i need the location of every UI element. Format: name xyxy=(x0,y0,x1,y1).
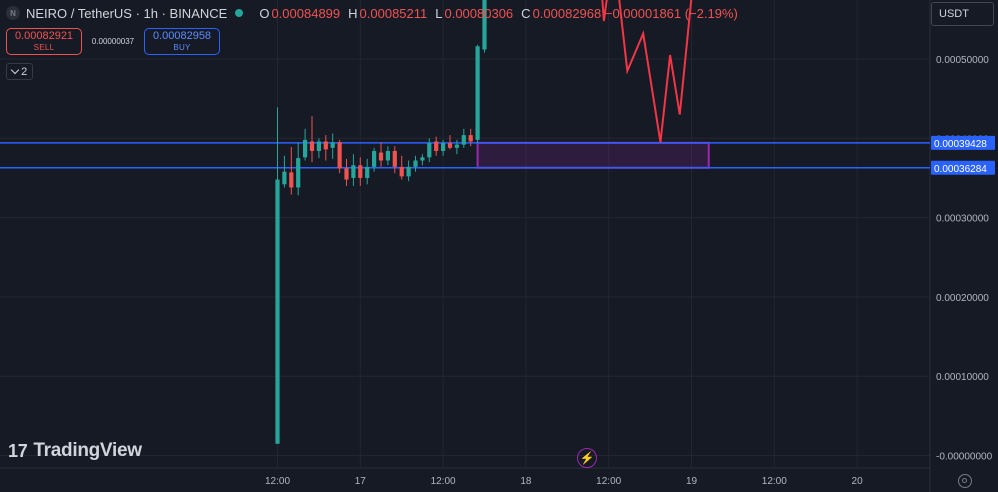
candle-body[interactable] xyxy=(385,150,390,161)
candle-body[interactable] xyxy=(468,135,473,142)
candle-body[interactable] xyxy=(447,143,453,148)
candle-body[interactable] xyxy=(482,0,487,50)
indicators-toggle-button[interactable]: 2 xyxy=(6,63,33,80)
buy-button[interactable]: 0.00082958 BUY xyxy=(144,28,220,55)
candle-body[interactable] xyxy=(461,135,466,145)
ohlc-open-value: 0.00084899 xyxy=(271,5,341,21)
level-price-tag: 0.00039428 xyxy=(934,139,987,150)
buy-label: BUY xyxy=(173,42,191,52)
candle-body[interactable] xyxy=(434,141,439,151)
x-tick-label: 19 xyxy=(686,476,698,487)
candle-body[interactable] xyxy=(441,143,446,151)
buy-price: 0.00082958 xyxy=(152,29,212,42)
candle-body[interactable] xyxy=(296,158,301,188)
level-price-tag-bg xyxy=(931,160,995,175)
symbol-logo-icon: N xyxy=(6,6,20,20)
candle-body[interactable] xyxy=(399,166,404,177)
flash-icon[interactable]: ⚡ xyxy=(577,448,597,468)
ohlc-high-key: H xyxy=(348,5,358,21)
candle-body[interactable] xyxy=(392,150,397,167)
candle-body[interactable] xyxy=(454,144,459,148)
tradingview-mark-icon: 17 xyxy=(8,440,28,461)
candle-body[interactable] xyxy=(330,142,335,148)
symbol-header: N NEIRO / TetherUS · 1h · BINANCE O 0.000… xyxy=(6,4,746,22)
projection-path-2[interactable] xyxy=(588,0,733,143)
ohlc-low-value: 0.00080306 xyxy=(444,5,514,21)
y-tick-label: -0.00000000 xyxy=(936,452,993,463)
sell-button[interactable]: 0.00082921 SELL xyxy=(6,28,82,55)
candle-body[interactable] xyxy=(427,143,432,158)
tradingview-wordmark: TradingView xyxy=(33,440,142,461)
candle-body[interactable] xyxy=(309,141,315,151)
ohlc-close-value: 0.00082968 −0.00001861 (−2.19%) xyxy=(532,5,738,21)
candle-body[interactable] xyxy=(275,179,280,444)
ohlc-open-key: O xyxy=(259,5,270,21)
ohlc-high-value: 0.00085211 xyxy=(359,5,428,21)
zone-box[interactable] xyxy=(476,141,710,169)
x-tick-label: 12:00 xyxy=(431,476,456,487)
candle-body[interactable] xyxy=(351,165,356,178)
candle-body[interactable] xyxy=(282,171,287,185)
currency-select[interactable]: USDT xyxy=(931,2,994,26)
x-tick-label: 20 xyxy=(852,476,864,487)
candle-body[interactable] xyxy=(420,157,425,161)
candle-body[interactable] xyxy=(365,166,370,178)
candle-body[interactable] xyxy=(289,172,294,188)
tradingview-logo[interactable]: 17 TradingView xyxy=(8,440,142,462)
x-tick-label: 12:00 xyxy=(596,476,621,487)
y-tick-label: 0.00010000 xyxy=(936,372,989,383)
candle-body[interactable] xyxy=(378,152,384,161)
level-price-tag-bg xyxy=(931,135,995,150)
x-tick-label: 17 xyxy=(355,476,367,487)
candle-body[interactable] xyxy=(413,160,418,167)
candle-body[interactable] xyxy=(406,166,411,177)
candle-body[interactable] xyxy=(344,168,349,180)
candle-body[interactable] xyxy=(316,141,321,151)
ohlc-close-key: C xyxy=(521,5,531,21)
gear-icon[interactable] xyxy=(958,474,972,488)
indicators-count: 2 xyxy=(21,65,28,78)
sell-price: 0.00082921 xyxy=(14,29,74,42)
level-price-tag: 0.00036284 xyxy=(934,164,987,175)
candle-body[interactable] xyxy=(303,139,308,158)
candle-body[interactable] xyxy=(337,142,342,169)
x-tick-label: 18 xyxy=(520,476,532,487)
y-tick-label: 0.00050000 xyxy=(936,55,989,66)
candle-body[interactable] xyxy=(323,141,328,150)
spread-value: 0.00000037 xyxy=(91,37,135,46)
y-tick-label: 0.00030000 xyxy=(936,214,989,225)
x-tick-label: 12:00 xyxy=(265,476,290,487)
candle-body[interactable] xyxy=(475,46,480,140)
y-tick-label: 0.00020000 xyxy=(936,293,989,304)
candle-body[interactable] xyxy=(372,150,377,167)
sell-label: SELL xyxy=(33,42,55,52)
market-status-icon xyxy=(235,9,244,17)
chevron-down-icon xyxy=(10,65,19,75)
candle-body[interactable] xyxy=(358,165,363,178)
ohlc-low-key: L xyxy=(435,5,443,21)
symbol-title[interactable]: NEIRO / TetherUS · 1h · BINANCE xyxy=(26,5,228,21)
trade-panel: 0.00082921 SELL 0.00000037 0.00082958 BU… xyxy=(6,28,220,55)
x-tick-label: 12:00 xyxy=(762,476,787,487)
